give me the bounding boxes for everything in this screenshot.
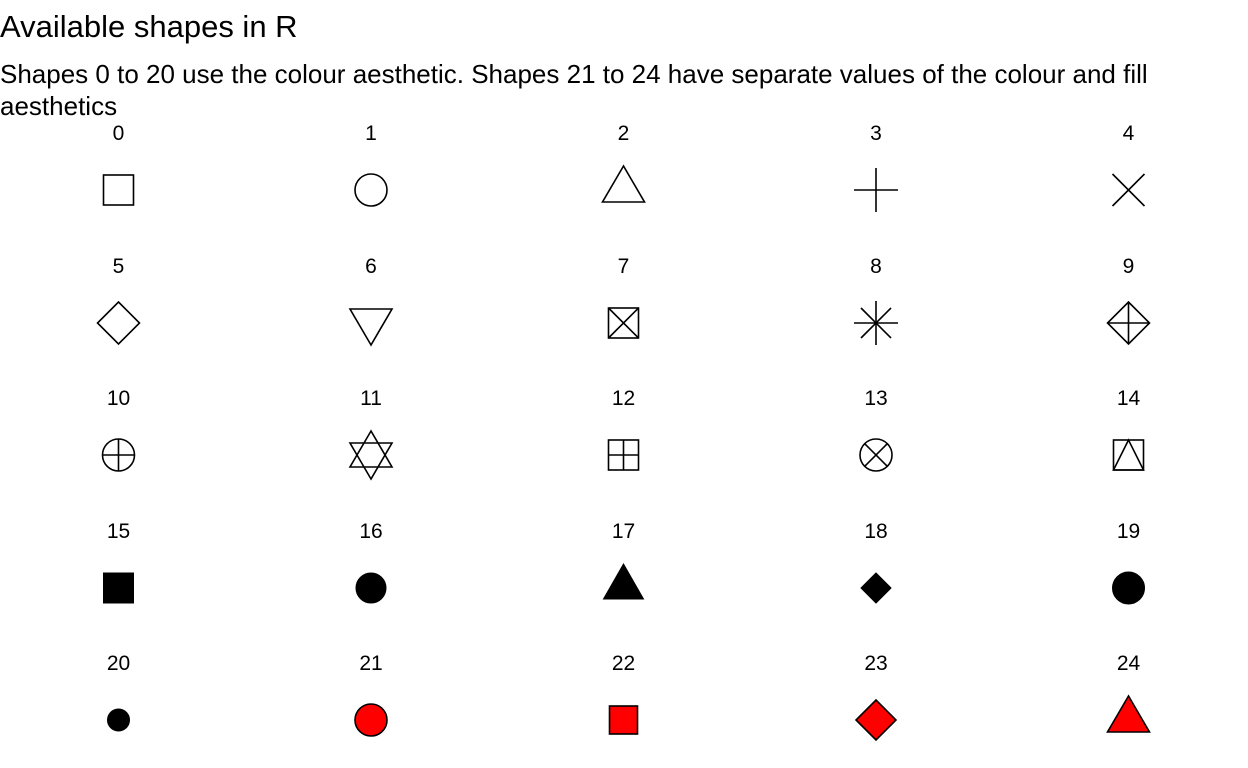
shape-number-label: 3 [870,122,882,145]
shape-cell-2: 2 [601,122,646,203]
plot-title: Available shapes in R [0,9,298,44]
plot-subtitle: Shapes 0 to 20 use the colour aesthetic.… [0,59,1148,121]
shape-cell-18: 18 [860,520,892,604]
shape-number-label: 9 [1123,255,1135,278]
shape-number-label: 13 [864,387,887,410]
shape-cell-22: 22 [608,652,639,735]
shape-marker-fill-circle [354,703,388,737]
shape-marker-solid-circle [1112,571,1145,605]
shape-number-label: 20 [107,652,130,675]
shape-number-label: 12 [612,387,635,410]
shape-marker-open-diamond [96,300,141,346]
shape-number-label: 0 [113,122,125,145]
shape-number-label: 18 [864,520,887,543]
shape-number-label: 4 [1123,122,1135,145]
shape-marker-cross [1111,173,1146,207]
shape-number-label: 14 [1117,387,1141,410]
shape-cell-10: 10 [101,387,136,472]
shape-cell-16: 16 [355,520,387,604]
shape-marker-square-cross [607,307,640,339]
shape-cell-20: 20 [107,652,130,732]
shape-cell-13: 13 [859,387,893,472]
shape-marker-square-triangle [1112,438,1145,471]
shape-number-label: 7 [618,255,630,278]
shape-cell-15: 15 [103,520,134,604]
shape-cell-21: 21 [354,652,388,737]
shape-number-label: 17 [612,520,635,543]
shape-number-label: 6 [365,255,377,278]
shape-marker-filled-triangle-up [602,562,645,600]
shape-marker-star-of-david [348,429,394,481]
shape-number-label: 23 [864,652,887,675]
shape-cell-17: 17 [602,520,645,600]
shape-cell-4: 4 [1111,122,1146,207]
shape-cell-0: 0 [102,122,135,206]
shape-marker-open-triangle-down [348,308,394,347]
shape-number-label: 1 [365,122,377,145]
shape-cell-7: 7 [607,255,640,339]
shape-number-label: 8 [870,255,882,278]
shape-marker-fill-square [608,705,639,735]
shape-number-label: 22 [612,652,635,675]
shape-cell-1: 1 [354,122,388,207]
shape-number-label: 16 [359,520,382,543]
shape-marker-asterisk [854,301,898,345]
shape-marker-open-circle [354,173,388,207]
shape-number-label: 5 [113,255,125,278]
shape-cell-11: 11 [348,387,394,481]
shape-marker-filled-diamond-small [860,572,892,604]
shape-marker-filled-circle [355,572,387,604]
shape-number-label: 19 [1117,520,1140,543]
shape-marker-fill-diamond [854,698,898,742]
shape-number-label: 2 [618,122,630,145]
shape-marker-diamond-plus [1106,300,1151,346]
shape-cell-12: 12 [607,387,640,471]
shape-marker-fill-triangle-up [1106,694,1151,733]
shape-cell-19: 19 [1112,520,1145,605]
shape-marker-square-plus [607,439,640,471]
shape-number-label: 11 [360,387,382,410]
shape-cell-3: 3 [854,122,898,212]
shape-marker-open-square [102,174,135,206]
shape-number-label: 15 [107,520,130,543]
shape-cell-5: 5 [96,255,141,346]
shape-marker-filled-square [103,572,134,604]
shape-cell-14: 14 [1112,387,1145,471]
shape-cell-6: 6 [348,255,394,347]
shape-cell-8: 8 [854,255,898,345]
shape-number-label: 10 [107,387,130,410]
shape-marker-plus [854,168,898,212]
shape-number-label: 21 [359,652,382,675]
shape-cell-24: 24 [1106,652,1151,733]
shape-marker-open-triangle-up [601,164,646,203]
shape-marker-bullet [107,708,130,732]
shape-cell-23: 23 [854,652,898,742]
shape-number-label: 24 [1117,652,1141,675]
shape-cell-9: 9 [1106,255,1151,346]
shape-marker-circle-plus [101,438,136,472]
shape-marker-circle-cross [859,438,893,472]
